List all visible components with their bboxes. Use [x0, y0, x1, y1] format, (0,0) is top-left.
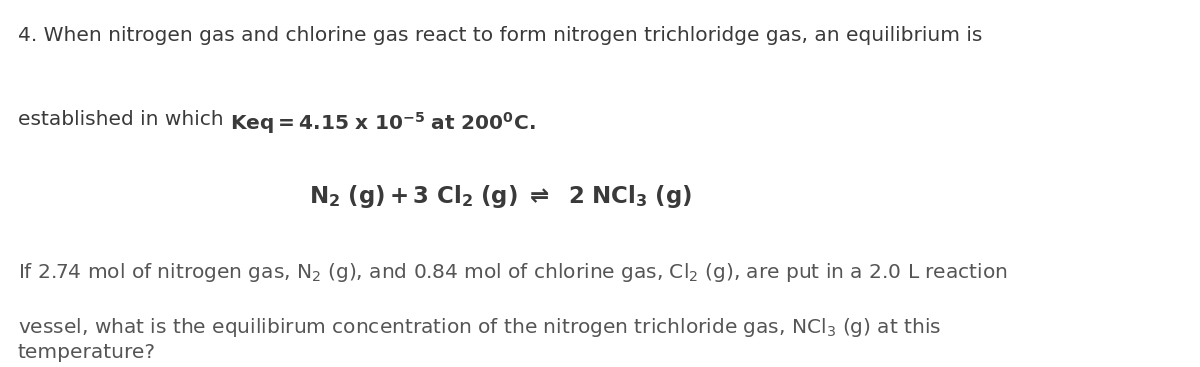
Text: established in which: established in which — [18, 110, 230, 129]
Text: vessel, what is the equilibirum concentration of the nitrogen trichloride gas, $: vessel, what is the equilibirum concentr… — [18, 316, 941, 339]
Text: $\bf{Keq = 4.15\ x\ 10^{-5}\ at\ 200^{0}C.}$: $\bf{Keq = 4.15\ x\ 10^{-5}\ at\ 200^{0}… — [230, 110, 535, 136]
Text: If 2.74 mol of nitrogen gas, $\mathrm{N_2}$ (g), and 0.84 mol of chlorine gas, $: If 2.74 mol of nitrogen gas, $\mathrm{N_… — [18, 261, 1008, 284]
Text: 4. When nitrogen gas and chlorine gas react to form nitrogen trichloridge gas, a: 4. When nitrogen gas and chlorine gas re… — [18, 26, 983, 45]
Text: temperature?: temperature? — [18, 343, 156, 362]
Text: $\bf{N_2\ (g) + 3\ Cl_2\ (g)\ \rightleftharpoons\ \ 2\ NCl_3\ (g)}$: $\bf{N_2\ (g) + 3\ Cl_2\ (g)\ \rightleft… — [308, 184, 691, 211]
